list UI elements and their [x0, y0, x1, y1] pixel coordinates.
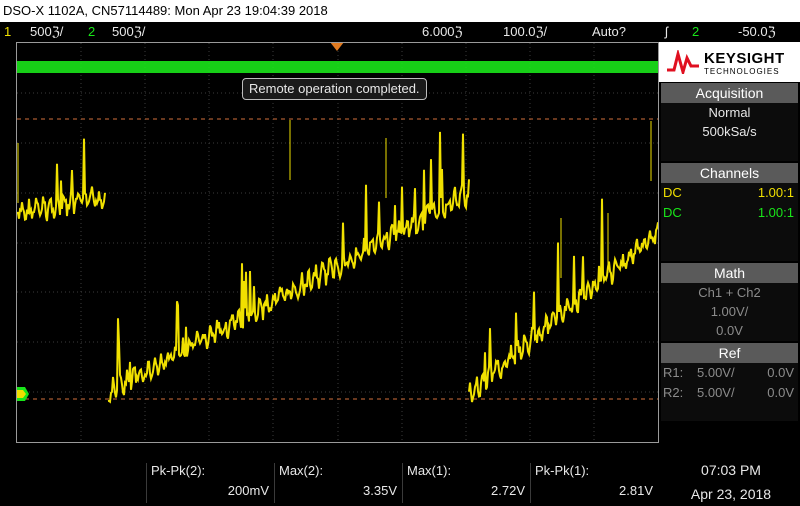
channels-body[interactable]: DC 1.00:1 DC 1.00:1 — [661, 183, 798, 261]
sample-rate: 500kSa/s — [702, 124, 757, 139]
ch1-number[interactable]: 1 — [4, 24, 12, 39]
ch2-scale[interactable]: 500ℨ/ — [112, 24, 146, 39]
measurement-item[interactable]: Pk-Pk(2): 200mV — [146, 463, 275, 503]
ref1-name: R1: — [663, 365, 684, 380]
window-title: DSO-X 1102A, CN57114489: Mon Apr 23 19:0… — [0, 0, 800, 22]
ref-body[interactable]: R1: 5.00V/ 0.0V R2: 5.00V/ 0.0V — [661, 363, 798, 421]
ch1-scale[interactable]: 500ℨ/ — [30, 24, 64, 39]
ref1-scale: 5.00V/ — [697, 365, 735, 380]
clock-time: 07:03 PM — [701, 462, 761, 478]
channels-header[interactable]: Channels — [661, 163, 798, 183]
measurement-value: 3.35V — [363, 483, 397, 498]
trigger-level[interactable]: -50.0ℨ — [738, 24, 776, 39]
clock-date: Apr 23, 2018 — [690, 486, 772, 502]
trigger-position-marker[interactable] — [330, 42, 344, 52]
remote-notification: Remote operation completed. — [242, 78, 427, 100]
keysight-logo: KEYSIGHT TECHNOLOGIES — [659, 42, 800, 82]
measurement-bar: Pk-Pk(2): 200mV Max(2): 3.35V Max(1): 2.… — [0, 443, 800, 503]
math-body[interactable]: Ch1 + Ch2 1.00V/ 0.0V — [661, 283, 798, 341]
ref1-offset: 0.0V — [767, 365, 794, 380]
trigger-edge-icon: ʃ — [665, 24, 668, 39]
ref2-scale: 5.00V/ — [697, 385, 735, 400]
waveform-display[interactable] — [16, 42, 659, 443]
ch1-coupling: DC — [663, 185, 682, 200]
measurement-value: 200mV — [227, 483, 269, 498]
keysight-wave-icon — [667, 50, 699, 74]
math-scale: 1.00V/ — [710, 304, 749, 319]
measurement-label: Pk-Pk(1): — [535, 463, 590, 478]
acquisition-header[interactable]: Acquisition — [661, 83, 798, 103]
ch1-trace — [17, 120, 658, 404]
math-offset: 0.0V — [716, 323, 743, 338]
acquisition-mode: Normal — [708, 105, 751, 120]
ch2-coupling: DC — [663, 205, 682, 220]
math-expression: Ch1 + Ch2 — [698, 285, 761, 300]
brand-name: KEYSIGHT — [704, 50, 785, 67]
ref2-offset: 0.0V — [767, 385, 794, 400]
measurement-label: Max(2): — [279, 463, 324, 478]
brand-sub: TECHNOLOGIES — [704, 67, 780, 76]
ch2-trace — [17, 61, 658, 73]
acquisition-body[interactable]: Normal 500kSa/s — [661, 103, 798, 161]
trigger-source[interactable]: 2 — [692, 24, 700, 39]
measurement-item[interactable]: Max(2): 3.35V — [274, 463, 403, 503]
ref2-name: R2: — [663, 385, 684, 400]
trigger-mode[interactable]: Auto? — [592, 24, 626, 39]
ref-header[interactable]: Ref — [661, 343, 798, 363]
ch2-probe: 1.00:1 — [757, 205, 794, 220]
time-scale[interactable]: 100.0ℨ/ — [503, 24, 548, 39]
ch2-number[interactable]: 2 — [88, 24, 96, 39]
ch1-probe: 1.00:1 — [757, 185, 794, 200]
measurement-label: Pk-Pk(2): — [151, 463, 206, 478]
clock: 07:03 PM Apr 23, 2018 — [662, 458, 800, 506]
status-bar: 1 500ℨ/ 2 500ℨ/ 6.000ℨ 100.0ℨ/ Auto? ʃ 2… — [0, 22, 800, 42]
ground-marker-icon[interactable] — [17, 383, 29, 405]
math-header[interactable]: Math — [661, 263, 798, 283]
time-position[interactable]: 6.000ℨ — [422, 24, 463, 39]
measurement-value: 2.72V — [491, 483, 525, 498]
measurement-item[interactable]: Pk-Pk(1): 2.81V — [530, 463, 659, 503]
measurement-value: 2.81V — [619, 483, 653, 498]
measurement-item[interactable]: Max(1): 2.72V — [402, 463, 531, 503]
measurement-label: Max(1): — [407, 463, 452, 478]
side-panel: KEYSIGHT TECHNOLOGIES Acquisition Normal… — [659, 42, 800, 443]
